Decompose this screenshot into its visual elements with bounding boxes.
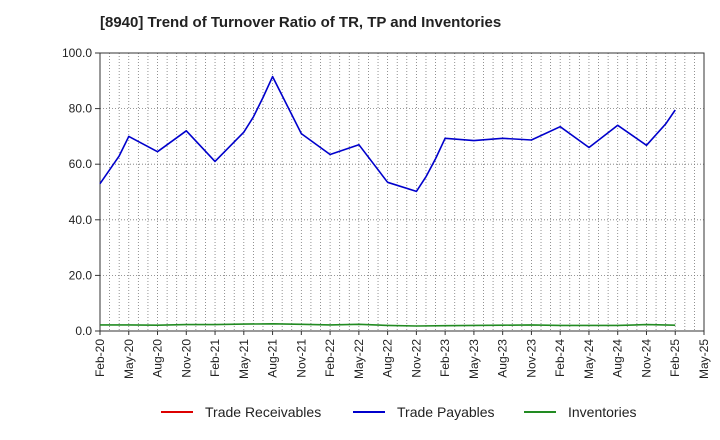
legend: Trade Receivables Trade Payables Invento… (0, 404, 720, 428)
chart-title: [8940] Trend of Turnover Ratio of TR, TP… (100, 14, 502, 31)
legend-item-trade-payables: Trade Payables (353, 404, 495, 420)
y-tick-label: 20.0 (69, 268, 93, 282)
y-tick-label: 60.0 (69, 157, 93, 171)
x-tick-label: Feb-24 (553, 339, 567, 377)
plot-frame (99, 52, 705, 332)
x-tick-label: Nov-24 (639, 339, 653, 378)
y-tick-label: 100.0 (62, 46, 92, 60)
legend-label-trade-receivables: Trade Receivables (205, 404, 322, 420)
legend-swatch-trade-payables (353, 411, 385, 413)
x-tick-label: Feb-22 (323, 339, 337, 377)
x-tick-label: May-24 (582, 339, 596, 379)
series-line-trade-payables (99, 75, 676, 193)
x-tick-label: Feb-25 (668, 339, 682, 377)
legend-swatch-inventories (524, 411, 556, 413)
x-tick-label: May-22 (352, 339, 366, 379)
x-tick-label: May-21 (237, 339, 251, 379)
x-tick-label: Nov-22 (409, 339, 423, 378)
x-tick-label: Nov-23 (524, 339, 538, 378)
x-tick-label: Nov-20 (179, 339, 193, 378)
x-tick-label: May-25 (697, 339, 711, 379)
x-tick-label: Aug-23 (496, 339, 510, 378)
series-line-inventories (100, 322, 676, 327)
x-tick-label: May-23 (467, 339, 481, 379)
x-tick-label: Aug-24 (611, 339, 625, 378)
y-tick-label: 80.0 (69, 102, 93, 116)
x-tick-label: Feb-23 (438, 339, 452, 377)
x-tick-label: Aug-21 (266, 339, 280, 378)
y-tick-label: 40.0 (69, 213, 93, 227)
y-tick-label: 0.0 (75, 324, 92, 338)
legend-label-trade-payables: Trade Payables (397, 404, 495, 420)
x-tick-label: Aug-20 (151, 339, 165, 378)
legend-swatch-trade-receivables (161, 411, 193, 413)
legend-label-inventories: Inventories (568, 404, 637, 420)
x-tick-label: Nov-21 (294, 339, 308, 378)
x-tick-label: Feb-21 (208, 339, 222, 377)
x-tick-label: Aug-22 (381, 339, 395, 378)
legend-item-trade-receivables: Trade Receivables (161, 404, 321, 420)
x-tick-label: May-20 (122, 339, 136, 379)
legend-item-inventories: Inventories (524, 404, 636, 420)
x-tick-label: Feb-20 (93, 339, 107, 377)
